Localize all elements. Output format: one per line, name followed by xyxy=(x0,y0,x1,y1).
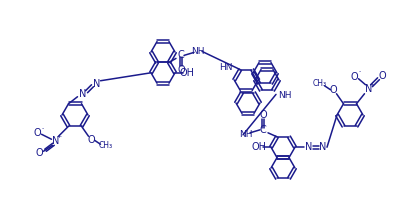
Text: O: O xyxy=(379,71,386,81)
Text: O: O xyxy=(34,128,41,138)
Text: +: + xyxy=(57,134,62,139)
Text: N: N xyxy=(319,142,327,152)
Text: O: O xyxy=(88,135,95,145)
Text: HN: HN xyxy=(219,63,232,72)
Text: N: N xyxy=(52,136,59,146)
Text: NH: NH xyxy=(239,130,253,139)
Text: OH: OH xyxy=(252,142,266,152)
Text: O: O xyxy=(259,110,267,120)
Text: N: N xyxy=(79,89,86,99)
Text: O: O xyxy=(351,72,358,82)
Text: -: - xyxy=(41,126,44,131)
Text: +: + xyxy=(369,82,375,87)
Text: O: O xyxy=(330,85,337,95)
Text: N: N xyxy=(305,142,313,152)
Text: -: - xyxy=(358,70,361,75)
Text: CH₃: CH₃ xyxy=(98,141,113,150)
Text: O: O xyxy=(36,148,43,158)
Text: NH: NH xyxy=(278,91,292,100)
Text: NH: NH xyxy=(191,47,205,56)
Text: N: N xyxy=(93,79,100,89)
Text: OH: OH xyxy=(179,68,194,78)
Text: C: C xyxy=(260,125,266,135)
Text: C: C xyxy=(178,50,184,60)
Text: CH₃: CH₃ xyxy=(312,79,326,88)
Text: O: O xyxy=(177,65,185,75)
Text: N: N xyxy=(365,84,372,94)
